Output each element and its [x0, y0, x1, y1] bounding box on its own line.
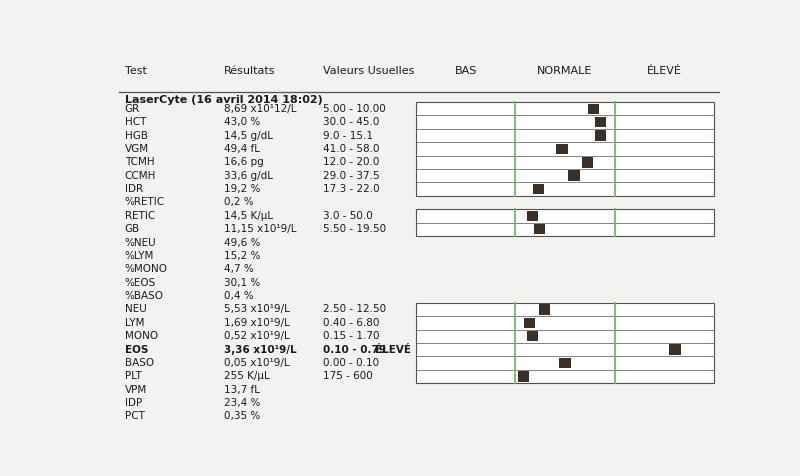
Text: LaserCyte (16 avril 2014 18:02): LaserCyte (16 avril 2014 18:02)	[125, 95, 322, 105]
Text: HCT: HCT	[125, 117, 146, 127]
Text: 0.10 - 0.79: 0.10 - 0.79	[323, 345, 386, 355]
Text: HGB: HGB	[125, 130, 148, 140]
Text: 3.0 - 50.0: 3.0 - 50.0	[323, 211, 373, 221]
Bar	[416, 303, 714, 383]
Text: 5.00 - 10.00: 5.00 - 10.00	[323, 104, 386, 114]
Text: 3,36 x10¹9/L: 3,36 x10¹9/L	[224, 345, 297, 355]
Text: 0.00 - 0.10: 0.00 - 0.10	[323, 358, 379, 368]
Text: Test: Test	[125, 66, 146, 76]
Text: RETIC: RETIC	[125, 211, 155, 221]
Text: 49,4 fL: 49,4 fL	[224, 144, 260, 154]
Text: IDP: IDP	[125, 398, 142, 408]
Text: 8,69 x10¹12/L: 8,69 x10¹12/L	[224, 104, 297, 114]
Text: 0,05 x10¹9/L: 0,05 x10¹9/L	[224, 358, 290, 368]
Text: 0.15 - 1.70: 0.15 - 1.70	[323, 331, 380, 341]
Bar	[524, 317, 535, 328]
Text: 16,6 pg: 16,6 pg	[224, 157, 264, 167]
Text: 41.0 - 58.0: 41.0 - 58.0	[323, 144, 380, 154]
Text: BASO: BASO	[125, 358, 154, 368]
Text: ÉLEVÉ: ÉLEVÉ	[375, 345, 411, 355]
Text: NEU: NEU	[125, 305, 146, 315]
Bar	[568, 170, 579, 181]
Text: 43,0 %: 43,0 %	[224, 117, 260, 127]
Bar	[416, 102, 714, 196]
Text: PCT: PCT	[125, 411, 145, 421]
Text: %NEU: %NEU	[125, 238, 157, 248]
Bar	[582, 157, 593, 168]
Text: 14,5 K/μL: 14,5 K/μL	[224, 211, 273, 221]
Text: MONO: MONO	[125, 331, 158, 341]
Text: PLT: PLT	[125, 371, 142, 381]
Text: 49,6 %: 49,6 %	[224, 238, 260, 248]
Bar	[526, 331, 538, 341]
Text: EOS: EOS	[125, 345, 148, 355]
Bar	[526, 210, 538, 221]
Text: %RETIC: %RETIC	[125, 198, 165, 208]
Text: BAS: BAS	[454, 66, 477, 76]
Text: 175 - 600: 175 - 600	[323, 371, 373, 381]
Text: ÉLEVÉ: ÉLEVÉ	[647, 66, 682, 76]
Bar	[533, 184, 544, 194]
Text: 1,69 x10¹9/L: 1,69 x10¹9/L	[224, 318, 290, 328]
Text: 33,6 g/dL: 33,6 g/dL	[224, 171, 273, 181]
Bar	[670, 344, 681, 355]
Text: VGM: VGM	[125, 144, 149, 154]
Bar	[538, 304, 550, 315]
Text: 14,5 g/dL: 14,5 g/dL	[224, 130, 273, 140]
Text: 0,52 x10¹9/L: 0,52 x10¹9/L	[224, 331, 290, 341]
Text: 5.50 - 19.50: 5.50 - 19.50	[323, 224, 386, 234]
Bar	[534, 224, 546, 234]
Text: NORMALE: NORMALE	[538, 66, 593, 76]
Bar	[559, 358, 570, 368]
Text: %MONO: %MONO	[125, 264, 168, 274]
Text: 12.0 - 20.0: 12.0 - 20.0	[323, 157, 379, 167]
Text: 23,4 %: 23,4 %	[224, 398, 260, 408]
Text: IDR: IDR	[125, 184, 143, 194]
Text: 255 K/μL: 255 K/μL	[224, 371, 270, 381]
Text: %BASO: %BASO	[125, 291, 164, 301]
Bar	[556, 144, 568, 154]
Text: %LYM: %LYM	[125, 251, 154, 261]
Text: 2.50 - 12.50: 2.50 - 12.50	[323, 305, 386, 315]
Text: 17.3 - 22.0: 17.3 - 22.0	[323, 184, 380, 194]
Text: CCMH: CCMH	[125, 171, 156, 181]
Text: 30,1 %: 30,1 %	[224, 278, 260, 288]
Text: Résultats: Résultats	[224, 66, 275, 76]
Text: 0,4 %: 0,4 %	[224, 291, 254, 301]
Text: Valeurs Usuelles: Valeurs Usuelles	[323, 66, 414, 76]
Text: 29.0 - 37.5: 29.0 - 37.5	[323, 171, 380, 181]
Bar	[416, 209, 714, 236]
Text: 5,53 x10¹9/L: 5,53 x10¹9/L	[224, 305, 290, 315]
Bar	[595, 130, 606, 141]
Text: 4,7 %: 4,7 %	[224, 264, 254, 274]
Text: GR: GR	[125, 104, 140, 114]
Bar	[588, 104, 599, 114]
Bar	[518, 371, 529, 382]
Text: VPM: VPM	[125, 385, 147, 395]
Bar	[595, 117, 606, 128]
Text: 11,15 x10¹9/L: 11,15 x10¹9/L	[224, 224, 297, 234]
Text: GB: GB	[125, 224, 140, 234]
Text: 30.0 - 45.0: 30.0 - 45.0	[323, 117, 379, 127]
Text: 13,7 fL: 13,7 fL	[224, 385, 260, 395]
Text: 0.40 - 6.80: 0.40 - 6.80	[323, 318, 379, 328]
Text: %EOS: %EOS	[125, 278, 156, 288]
Text: 9.0 - 15.1: 9.0 - 15.1	[323, 130, 373, 140]
Text: LYM: LYM	[125, 318, 144, 328]
Text: 15,2 %: 15,2 %	[224, 251, 260, 261]
Text: TCMH: TCMH	[125, 157, 154, 167]
Text: 0,35 %: 0,35 %	[224, 411, 260, 421]
Text: 0,2 %: 0,2 %	[224, 198, 254, 208]
Text: 19,2 %: 19,2 %	[224, 184, 260, 194]
